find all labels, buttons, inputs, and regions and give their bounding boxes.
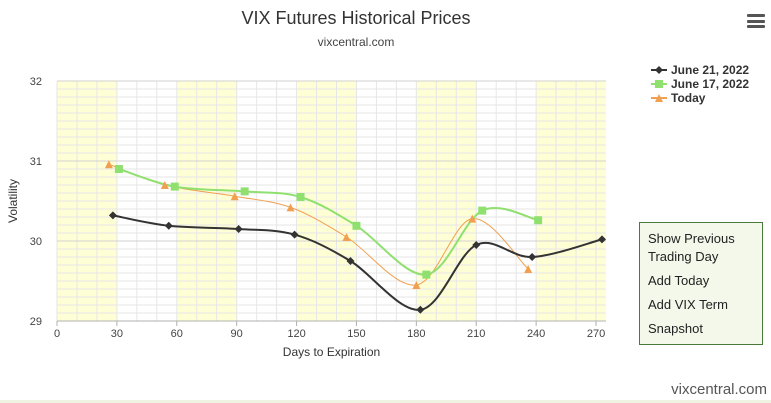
data-point-s0-1[interactable] bbox=[164, 221, 173, 230]
chart-title: VIX Futures Historical Prices bbox=[241, 8, 471, 28]
data-point-s1-4[interactable] bbox=[352, 221, 361, 230]
y-tick-label: 32 bbox=[30, 76, 42, 88]
hamburger-menu-icon[interactable] bbox=[747, 14, 765, 28]
x-tick-label: 210 bbox=[467, 328, 485, 340]
watermark: vixcentral.com bbox=[671, 381, 767, 398]
data-point-s0-8[interactable] bbox=[598, 235, 607, 244]
data-point-s1-3[interactable] bbox=[296, 193, 305, 201]
y-axis-label: Volatility bbox=[6, 179, 20, 223]
legend-swatch-icon bbox=[651, 94, 667, 102]
x-tick-label: 270 bbox=[587, 328, 605, 340]
x-axis-label: Days to Expiration bbox=[283, 345, 380, 359]
data-point-s2-7[interactable] bbox=[524, 265, 533, 273]
legend-marker-icon[interactable] bbox=[655, 66, 663, 74]
data-point-s0-3[interactable] bbox=[290, 230, 299, 239]
context-menu-item-0[interactable]: Show Previous Trading Day bbox=[648, 231, 735, 264]
legend-marker-icon[interactable] bbox=[655, 80, 663, 88]
x-tick-label: 60 bbox=[171, 328, 183, 340]
y-tick-label: 29 bbox=[30, 316, 42, 328]
chart-subtitle: vixcentral.com bbox=[317, 35, 395, 49]
x-tick-label: 0 bbox=[54, 328, 60, 340]
x-tick-label: 30 bbox=[111, 328, 123, 340]
data-point-s2-6[interactable] bbox=[468, 214, 477, 223]
legend-label: June 21, 2022 bbox=[671, 63, 750, 77]
data-point-s2-1[interactable] bbox=[160, 181, 169, 189]
data-point-s2-3[interactable] bbox=[286, 203, 295, 212]
data-point-s0-7[interactable] bbox=[528, 253, 537, 261]
data-point-s1-2[interactable] bbox=[240, 187, 249, 196]
legend-swatch-icon bbox=[651, 80, 667, 88]
x-tick-label: 90 bbox=[231, 328, 243, 340]
context-menu: Show Previous Trading Day Add Today Add VI… bbox=[639, 222, 763, 345]
legend-swatch-icon bbox=[651, 66, 667, 74]
legend-label: Today bbox=[671, 91, 706, 105]
context-menu-item-3[interactable]: Snapshot bbox=[648, 321, 703, 336]
x-tick-label: 240 bbox=[527, 328, 545, 340]
y-tick-label: 30 bbox=[30, 236, 42, 248]
data-point-s2-2[interactable] bbox=[230, 192, 239, 201]
data-point-s1-0[interactable] bbox=[114, 165, 123, 173]
data-point-s2-0[interactable] bbox=[104, 160, 113, 169]
legend-marker-icon[interactable] bbox=[655, 94, 663, 102]
context-menu-item-2[interactable]: Add VIX Term bbox=[648, 297, 728, 312]
x-tick-label: 150 bbox=[347, 328, 365, 340]
data-point-s2-4[interactable] bbox=[342, 233, 351, 241]
data-point-s1-7[interactable] bbox=[534, 216, 543, 225]
y-tick-label: 31 bbox=[30, 156, 42, 168]
legend-label: June 17, 2022 bbox=[671, 77, 750, 91]
legend: June 21, 2022 June 17, 2022 Today bbox=[651, 63, 749, 105]
legend-item-1[interactable]: June 17, 2022 bbox=[651, 77, 749, 91]
x-tick-label: 120 bbox=[287, 328, 305, 340]
series-line-1 bbox=[118, 168, 539, 276]
data-point-s0-6[interactable] bbox=[472, 241, 481, 249]
legend-item-0[interactable]: June 21, 2022 bbox=[651, 63, 749, 77]
data-point-s0-4[interactable] bbox=[346, 257, 355, 265]
x-tick-label: 180 bbox=[407, 328, 425, 340]
context-menu-item-1[interactable]: Add Today bbox=[648, 273, 710, 288]
data-point-s0-5[interactable] bbox=[416, 305, 425, 314]
data-point-s0-0[interactable] bbox=[108, 211, 117, 220]
legend-item-2[interactable]: Today bbox=[651, 91, 749, 105]
data-point-s0-2[interactable] bbox=[234, 225, 243, 233]
data-point-s2-5[interactable] bbox=[412, 281, 421, 289]
data-point-s1-1[interactable] bbox=[170, 182, 179, 191]
data-point-s1-5[interactable] bbox=[422, 270, 431, 279]
data-point-s1-6[interactable] bbox=[478, 206, 487, 215]
footer-strip bbox=[0, 400, 771, 403]
series-line-0 bbox=[112, 214, 603, 311]
